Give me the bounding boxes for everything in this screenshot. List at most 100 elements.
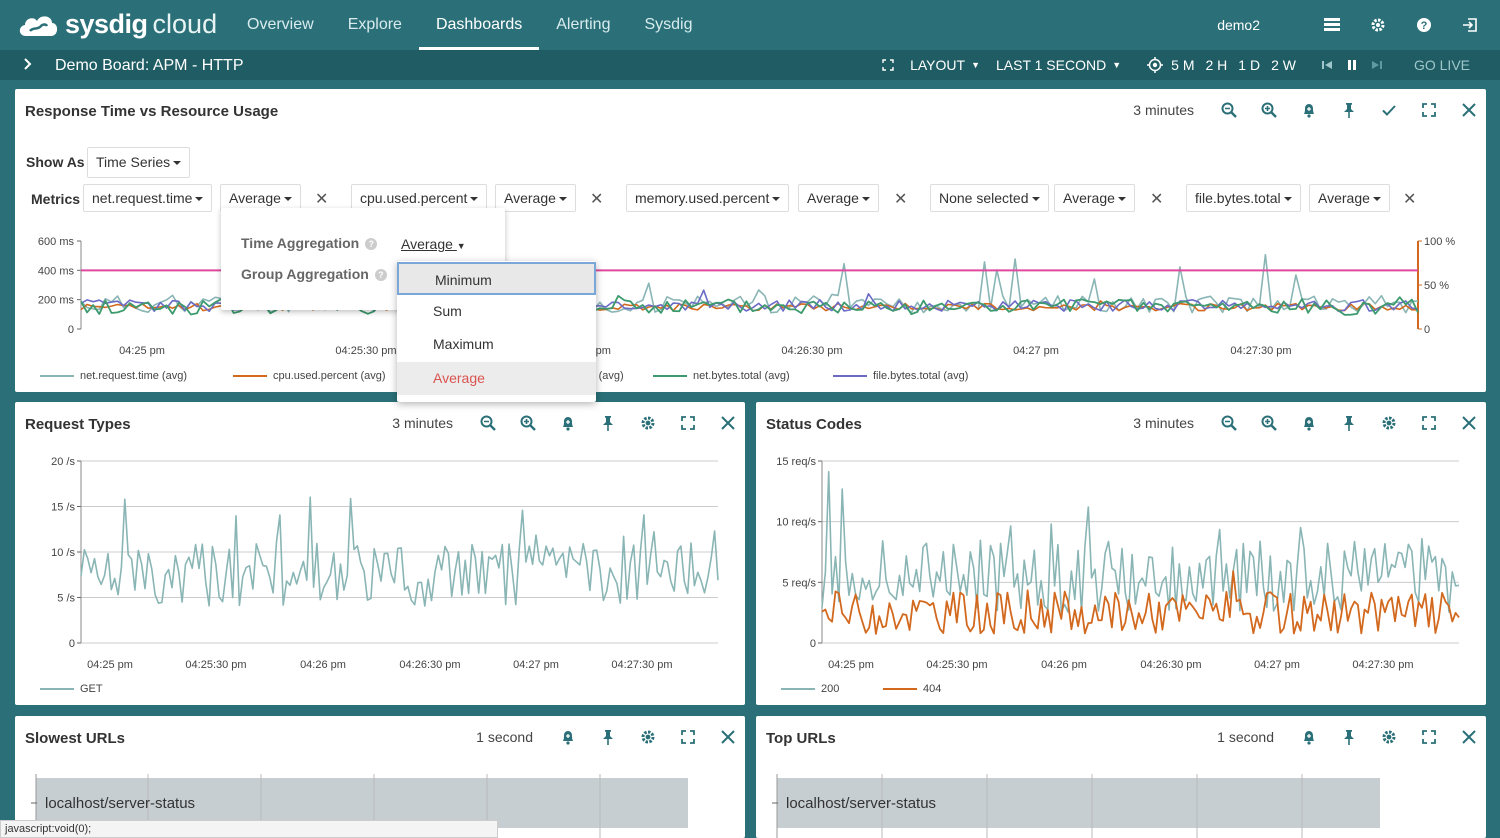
- metric-dropdown-2[interactable]: cpu.used.percent: [351, 184, 488, 212]
- help-icon[interactable]: ?: [1416, 17, 1432, 33]
- agg-dropdown-3[interactable]: Average: [798, 184, 879, 212]
- logout-icon[interactable]: [1462, 17, 1478, 33]
- user-name[interactable]: demo2: [1217, 17, 1260, 33]
- gear-icon[interactable]: [1380, 728, 1398, 746]
- browser-status-bar: javascript:void(0);: [0, 820, 498, 838]
- expand-icon[interactable]: [679, 414, 697, 432]
- remove-metric-4-icon[interactable]: ✕: [1150, 191, 1164, 208]
- close-icon[interactable]: [1460, 728, 1478, 746]
- panel-title: Slowest URLs: [25, 730, 126, 747]
- close-icon[interactable]: [1460, 414, 1478, 432]
- nav-explore[interactable]: Explore: [347, 16, 402, 33]
- skip-forward-icon[interactable]: [1371, 60, 1382, 70]
- zoom-in-icon[interactable]: [1260, 101, 1278, 119]
- status-codes-chart: 15 req/s 10 req/s 5 req/s 0 04:25 pm 04:25:30…: [776, 456, 1460, 671]
- fullscreen-icon[interactable]: [882, 59, 894, 71]
- pin-icon[interactable]: [1340, 101, 1358, 119]
- alert-bell-icon[interactable]: [559, 728, 577, 746]
- top-right-tools: demo2 ?: [1217, 0, 1478, 50]
- zoom-in-icon[interactable]: [519, 414, 537, 432]
- zoom-out-icon[interactable]: [479, 414, 497, 432]
- help-icon[interactable]: ?: [374, 269, 387, 282]
- option-maximum[interactable]: Maximum: [433, 336, 494, 352]
- x-tick-label: 04:25:30 pm: [926, 659, 987, 671]
- time-aggregation-dropdown[interactable]: Average ▼: [401, 236, 466, 252]
- agg-dropdown-4[interactable]: Average: [1054, 184, 1135, 212]
- status-codes-panel: Status Codes 3 minutes 15 req/s 10 req/s 5…: [756, 402, 1486, 705]
- nav-alerting[interactable]: Alerting: [556, 16, 611, 33]
- gear-icon[interactable]: [1380, 414, 1398, 432]
- show-as-dropdown[interactable]: Time Series: [87, 147, 191, 178]
- remove-metric-1-icon[interactable]: ✕: [315, 191, 329, 208]
- alert-bell-icon[interactable]: [1300, 414, 1318, 432]
- slowest-urls-panel: Slowest URLs 1 second localhost/server-s…: [15, 716, 745, 838]
- request-types-panel: Request Types 3 minutes 20 /s 15 /s 10 /s 5…: [15, 402, 745, 705]
- panel-range: 3 minutes: [1133, 102, 1194, 118]
- alert-bell-icon[interactable]: [1300, 101, 1318, 119]
- zoom-out-icon[interactable]: [1220, 101, 1238, 119]
- panel-title: Response Time vs Resource Usage: [25, 103, 279, 120]
- gear-icon[interactable]: [639, 728, 657, 746]
- metric-dropdown-3[interactable]: memory.used.percent: [626, 184, 790, 212]
- time-window-dropdown[interactable]: LAST 1 SECOND ▼: [995, 57, 1122, 73]
- alert-bell-icon[interactable]: [1300, 728, 1318, 746]
- group-aggregation-label: Group Aggregation?: [241, 266, 387, 282]
- pin-icon[interactable]: [1340, 728, 1358, 746]
- gear-icon[interactable]: [1370, 17, 1386, 33]
- x-tick-label: 04:25 pm: [828, 659, 874, 671]
- target-icon[interactable]: [1147, 57, 1164, 73]
- stack-icon[interactable]: [1324, 17, 1340, 33]
- legend-item-2: cpu.used.percent (avg): [233, 370, 386, 382]
- nav-sysdig[interactable]: Sysdig: [644, 16, 693, 33]
- go-live-button[interactable]: GO LIVE: [1413, 57, 1470, 73]
- agg-dropdown-2[interactable]: Average: [495, 184, 576, 212]
- pin-icon[interactable]: [599, 728, 617, 746]
- skip-back-icon[interactable]: [1321, 60, 1333, 70]
- expand-icon[interactable]: [1420, 728, 1438, 746]
- metric-dropdown-4[interactable]: None selected: [930, 184, 1049, 212]
- gear-icon[interactable]: [639, 414, 657, 432]
- pin-icon[interactable]: [1340, 414, 1358, 432]
- help-icon[interactable]: ?: [365, 238, 378, 251]
- metric-dropdown-1[interactable]: net.request.time: [83, 184, 213, 212]
- expand-icon[interactable]: [1420, 101, 1438, 119]
- pin-icon[interactable]: [599, 414, 617, 432]
- option-minimum[interactable]: Minimum: [397, 262, 596, 295]
- cloud-logo-icon: [19, 15, 58, 36]
- layout-dropdown[interactable]: LAYOUT ▼: [910, 57, 980, 73]
- url-bar[interactable]: [777, 778, 1380, 828]
- option-average[interactable]: Average: [397, 362, 596, 395]
- pause-icon[interactable]: [1347, 60, 1357, 70]
- y-tick-label: 600 ms: [38, 236, 75, 248]
- chevron-right-icon[interactable]: [22, 56, 34, 77]
- legend-item-1: net.request.time (avg): [40, 370, 187, 382]
- remove-metric-3-icon[interactable]: ✕: [894, 191, 908, 208]
- nav-overview[interactable]: Overview: [247, 16, 314, 33]
- zoom-in-icon[interactable]: [1260, 414, 1278, 432]
- panel-toolbar: 1 second: [476, 726, 737, 748]
- nav-dashboards[interactable]: Dashboards: [418, 0, 540, 50]
- checkmark-icon[interactable]: [1380, 101, 1398, 119]
- close-icon[interactable]: [719, 414, 737, 432]
- range-1d[interactable]: 1 D: [1238, 57, 1261, 73]
- alert-bell-icon[interactable]: [559, 414, 577, 432]
- legend-item-get: GET: [40, 683, 103, 695]
- metric-dropdown-5[interactable]: file.bytes.total: [1186, 184, 1301, 212]
- range-2h[interactable]: 2 H: [1205, 57, 1228, 73]
- close-icon[interactable]: [719, 728, 737, 746]
- expand-icon[interactable]: [1420, 414, 1438, 432]
- remove-metric-2-icon[interactable]: ✕: [590, 191, 604, 208]
- close-icon[interactable]: [1460, 101, 1478, 119]
- range-2w[interactable]: 2 W: [1271, 57, 1296, 73]
- expand-icon[interactable]: [679, 728, 697, 746]
- agg-dropdown-5[interactable]: Average: [1309, 184, 1390, 212]
- zoom-out-icon[interactable]: [1220, 414, 1238, 432]
- url-bar[interactable]: [36, 778, 688, 828]
- panel-toolbar: 3 minutes: [1133, 412, 1478, 434]
- x-tick-label: 04:25:30 pm: [335, 345, 396, 357]
- sysdig-logo[interactable]: sysdig cloud: [16, 9, 217, 40]
- x-tick-label: 04:25:30 pm: [185, 659, 246, 671]
- option-sum[interactable]: Sum: [433, 303, 462, 319]
- range-5m[interactable]: 5 M: [1171, 57, 1195, 73]
- remove-metric-5-icon[interactable]: ✕: [1403, 191, 1417, 208]
